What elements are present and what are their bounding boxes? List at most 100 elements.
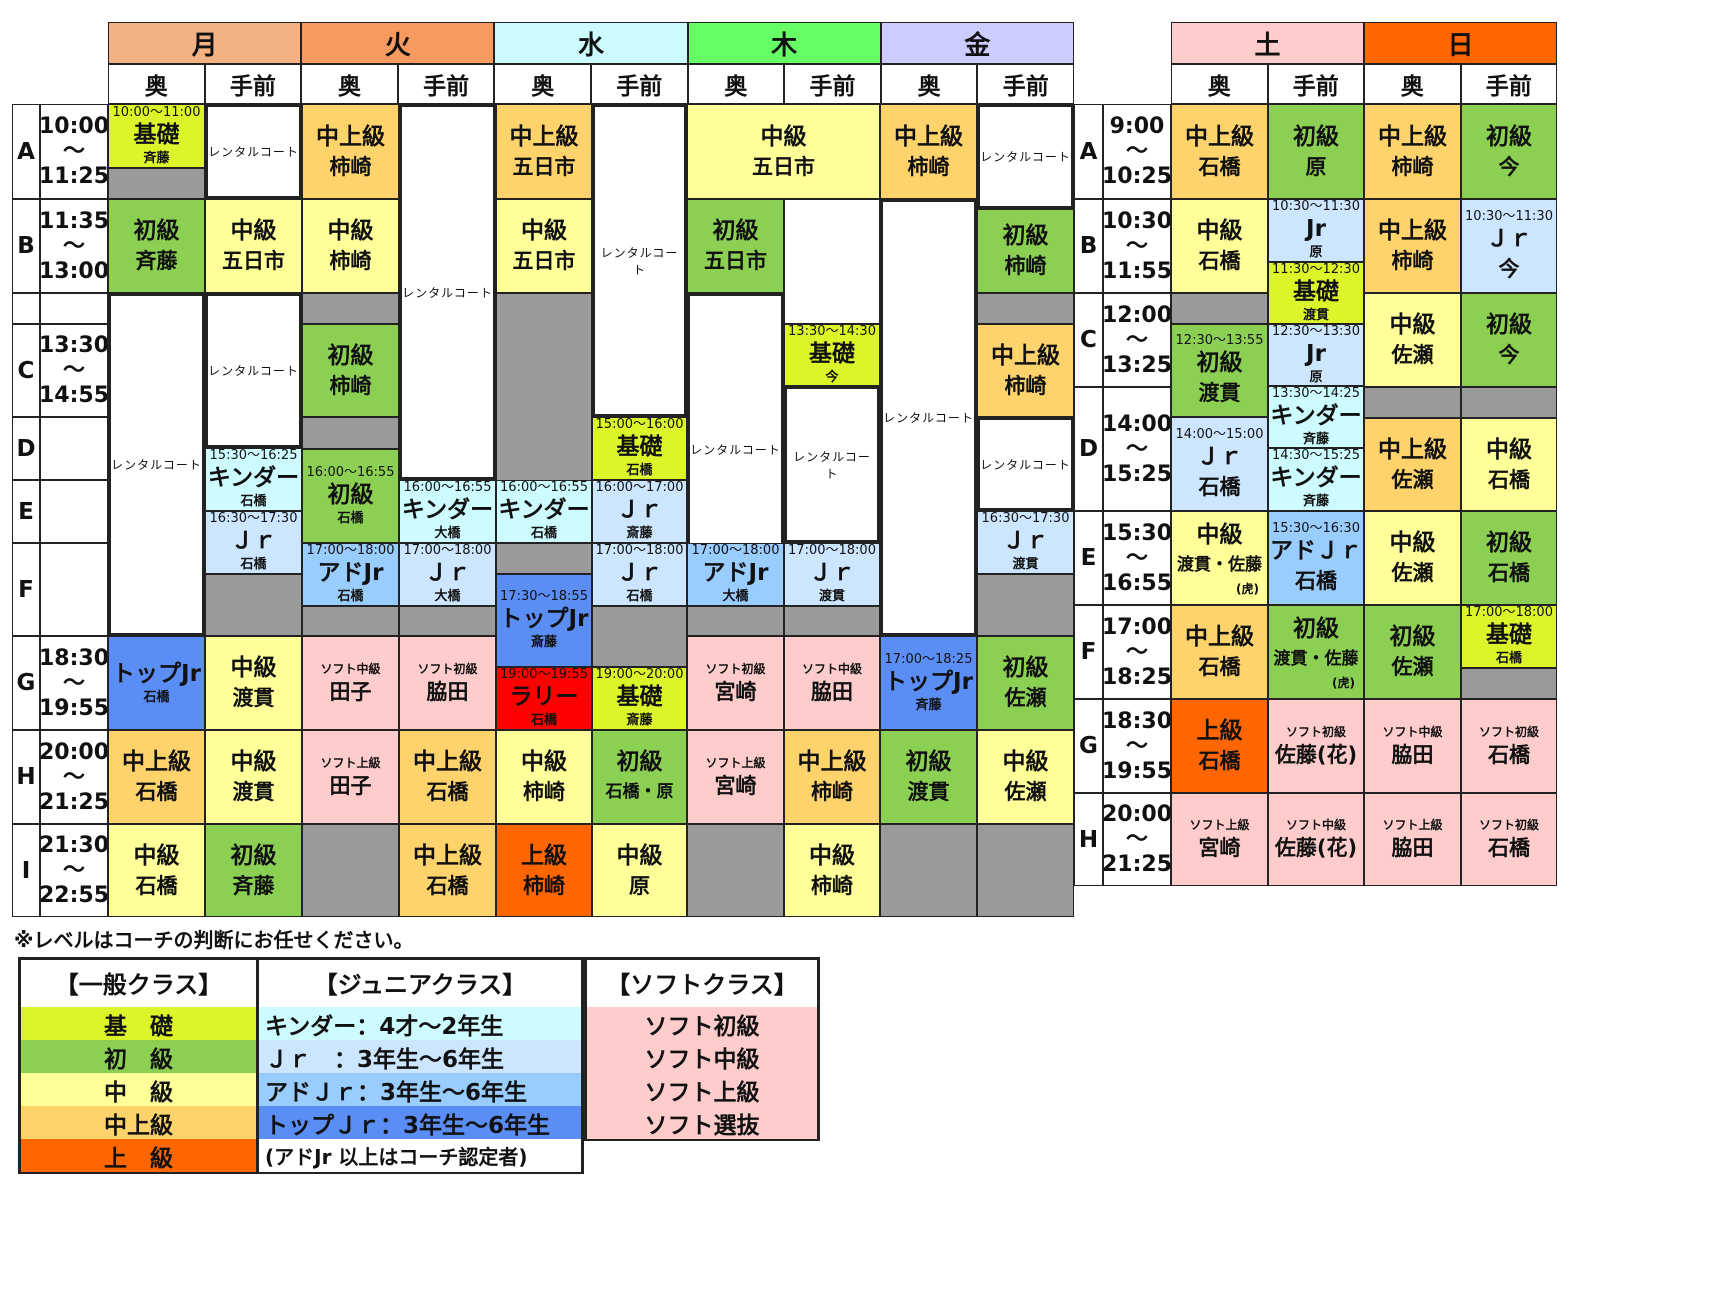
soft-level: ソフト初級	[1478, 724, 1539, 739]
coach-name: 石橋	[1495, 651, 1522, 666]
start-time: 12:00	[1103, 302, 1171, 328]
class-block: 初級 五日市	[687, 199, 784, 293]
court-label: 奥	[337, 74, 361, 100]
day-label: 水	[577, 30, 604, 61]
level-note: ※レベルはコーチの判断にお任せください。	[14, 928, 414, 952]
slot-label: F	[12, 543, 40, 636]
coach-name: 宮崎	[714, 773, 757, 798]
legend-item: 上 級	[21, 1139, 256, 1172]
class-level: 基礎	[1486, 622, 1532, 648]
class-level: Ｊｒ	[1486, 225, 1532, 252]
soft-level: ソフト上級	[1382, 818, 1443, 832]
class-level: トップJr	[112, 661, 201, 687]
coach-name: 原	[1305, 154, 1327, 179]
time-range: 12:30～13:30	[1272, 324, 1360, 339]
class-block: 17:00～18:00 アドJr 大橋	[687, 543, 784, 606]
class-level: キンダー	[1270, 465, 1362, 491]
legend-item: トップＪｒ：3年生～6年生	[259, 1106, 581, 1139]
slot-time	[40, 417, 108, 480]
court-label: 手前	[229, 74, 276, 100]
slot-label: A	[1074, 104, 1103, 199]
class-block: ソフト上級 宮崎	[1171, 793, 1268, 886]
time-range: 12:30～13:55	[1175, 333, 1264, 348]
class-level: 基礎	[616, 434, 663, 460]
class-block: 中級 佐瀬	[1364, 511, 1461, 605]
class-block: 中上級 石橋	[399, 824, 496, 917]
class-block: 17:00～18:00 Ｊｒ 石橋	[592, 543, 687, 606]
coach-name: 柿崎	[523, 780, 565, 804]
class-level: 中級	[230, 749, 277, 775]
slot-letter: D	[16, 435, 36, 462]
coach-name: 石橋	[337, 510, 364, 526]
coach-name: 石橋	[1198, 249, 1241, 273]
coach-name: 渡貫	[1302, 307, 1329, 323]
day-label: 火	[384, 30, 411, 61]
class-level: 中上級	[797, 749, 867, 775]
time-range: 17:00～18:00	[403, 543, 492, 558]
class-block: 11:30～12:30 基礎 渡貫	[1268, 262, 1364, 324]
time-range: 19:00～20:00	[595, 667, 684, 682]
legend-item: アドＪｒ：3年生～6年生	[259, 1073, 581, 1106]
slot-label: I	[12, 824, 40, 917]
class-level: 中上級	[894, 123, 963, 150]
end-time: 13:25	[1103, 352, 1171, 378]
slot-time: 18:30 ～ 19:55	[40, 636, 108, 730]
class-level: 初級	[230, 842, 277, 869]
day-label: 木	[771, 30, 798, 61]
class-block: 19:00～19:55 ラリー 石橋	[496, 667, 592, 730]
closed-block	[399, 606, 496, 636]
start-time: 15:30	[1103, 520, 1171, 546]
court-front-header: 手前	[204, 64, 302, 104]
slot-label: D	[12, 417, 40, 480]
class-block: ソフト初級 石橋	[1461, 699, 1557, 793]
coach-name: 今	[1498, 343, 1520, 367]
class-block: 10:30～11:30 Ｊｒ 今	[1461, 199, 1557, 293]
time-range: 17:00～18:00	[788, 543, 876, 558]
slot-time	[40, 543, 108, 636]
coach-name: 柿崎	[329, 154, 372, 179]
class-block: 中級 石橋	[1461, 418, 1557, 511]
coach-name: 佐瀬	[1391, 561, 1434, 585]
coach-name: 脇田	[426, 679, 469, 704]
closed-block	[592, 606, 687, 667]
legend-label: (アドJr 以上はコーチ認定者)	[265, 1145, 528, 1169]
class-level: キンダー	[498, 497, 590, 523]
class-block: 中級 佐瀬	[977, 730, 1074, 824]
class-block: 中級 渡貫	[205, 730, 302, 824]
start-time: 14:00	[1103, 411, 1171, 437]
start-time: 20:00	[40, 739, 108, 765]
class-level: Ｊｒ	[616, 560, 663, 586]
slot-letter: B	[1079, 233, 1098, 259]
class-level: 中上級	[1378, 123, 1447, 150]
start-time: 18:30	[40, 645, 108, 671]
court-front-header: 手前	[1267, 64, 1364, 104]
class-level: キンダー	[1270, 402, 1362, 429]
coach-name: 佐藤(花)	[1274, 742, 1358, 767]
slot-time: 17:00 ～ 18:25	[1103, 605, 1171, 699]
class-level: 中級	[1002, 749, 1049, 775]
class-block: ソフト初級 石橋	[1461, 793, 1557, 886]
court-front-header: 手前	[397, 64, 495, 104]
coach-name: 佐瀬	[1391, 467, 1434, 492]
coach-name: 柿崎	[1391, 249, 1434, 273]
class-block: 14:00～15:00 Ｊｒ 石橋	[1171, 417, 1268, 511]
class-block: 初級 佐瀬	[1364, 605, 1461, 699]
class-block: 初級今	[1461, 293, 1557, 387]
time-range: 15:00～16:00	[595, 417, 684, 432]
coach-name: 宮崎	[714, 679, 757, 704]
slot-label: A	[12, 104, 40, 199]
slot-letter: A	[17, 138, 35, 165]
tilde: ～	[62, 858, 85, 883]
class-block: レンタルコート	[399, 104, 496, 480]
time-range: 17:00～18:00	[595, 543, 684, 558]
time-range: 13:30～14:30	[788, 324, 876, 339]
coach-name: 斎藤	[626, 713, 653, 728]
class-block: 中級 五日市	[205, 199, 302, 293]
end-time: 15:25	[1103, 461, 1171, 487]
class-level: Jr	[1306, 216, 1326, 242]
legend-item: ソフト中級	[587, 1040, 817, 1073]
class-block: 中級 渡貫	[205, 636, 302, 730]
class-level: ラリー	[509, 684, 579, 710]
court-back-header: 奥	[880, 64, 978, 104]
class-level: 上級	[1196, 718, 1243, 744]
